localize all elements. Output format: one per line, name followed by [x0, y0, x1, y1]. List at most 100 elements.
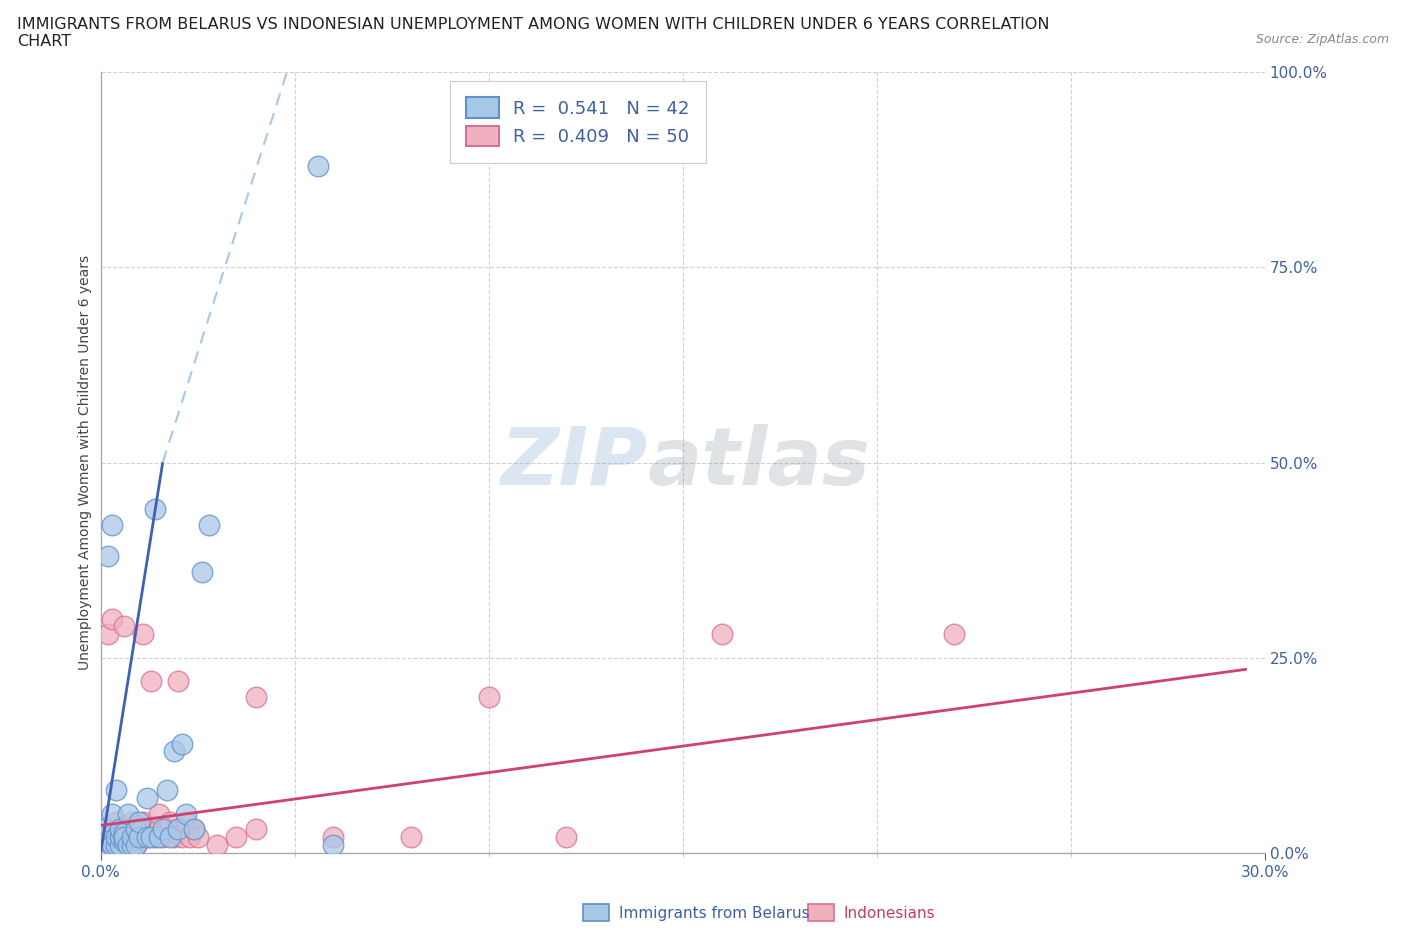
Point	[132, 627, 155, 642]
Point	[112, 830, 135, 844]
Point	[97, 830, 120, 844]
Point	[112, 826, 135, 841]
Point	[172, 830, 194, 844]
Point	[105, 838, 128, 853]
Point	[710, 627, 733, 642]
Point	[399, 830, 422, 844]
Point	[152, 830, 174, 844]
FancyBboxPatch shape	[808, 904, 834, 921]
Point	[105, 830, 128, 844]
Point	[93, 838, 115, 853]
Point	[128, 814, 150, 829]
Point	[167, 673, 190, 688]
Point	[172, 737, 194, 751]
Point	[187, 830, 209, 844]
Point	[128, 830, 150, 844]
Point	[183, 822, 205, 837]
Point	[943, 627, 966, 642]
Point	[478, 689, 501, 704]
Point	[101, 806, 124, 821]
Point	[555, 830, 578, 844]
Point	[139, 673, 162, 688]
Legend: R =  0.541   N = 42, R =  0.409   N = 50: R = 0.541 N = 42, R = 0.409 N = 50	[450, 81, 706, 163]
Point	[152, 822, 174, 837]
Point	[139, 830, 162, 844]
Point	[101, 611, 124, 626]
Point	[97, 838, 120, 853]
Point	[112, 619, 135, 634]
Text: Immigrants from Belarus: Immigrants from Belarus	[619, 906, 810, 921]
Point	[93, 822, 115, 837]
Point	[124, 822, 146, 837]
Point	[124, 838, 146, 853]
Point	[112, 822, 135, 837]
Point	[105, 814, 128, 829]
Point	[143, 502, 166, 517]
Point	[121, 830, 143, 844]
Point	[108, 822, 131, 837]
FancyBboxPatch shape	[583, 904, 609, 921]
Point	[121, 838, 143, 853]
Point	[322, 830, 344, 844]
Point	[97, 549, 120, 564]
Point	[155, 822, 177, 837]
Point	[108, 830, 131, 844]
Text: Source: ZipAtlas.com: Source: ZipAtlas.com	[1256, 33, 1389, 46]
Point	[163, 744, 186, 759]
Point	[124, 822, 146, 837]
Point	[139, 822, 162, 837]
Point	[105, 783, 128, 798]
Text: atlas: atlas	[648, 423, 870, 501]
Point	[205, 838, 228, 853]
Y-axis label: Unemployment Among Women with Children Under 6 years: Unemployment Among Women with Children U…	[79, 255, 93, 670]
Text: IMMIGRANTS FROM BELARUS VS INDONESIAN UNEMPLOYMENT AMONG WOMEN WITH CHILDREN UND: IMMIGRANTS FROM BELARUS VS INDONESIAN UN…	[17, 17, 1049, 32]
Point	[112, 838, 135, 853]
Point	[167, 822, 190, 837]
Point	[225, 830, 247, 844]
Point	[307, 158, 329, 173]
Point	[155, 783, 177, 798]
Point	[136, 830, 159, 844]
Point	[108, 830, 131, 844]
Point	[322, 838, 344, 853]
Point	[132, 814, 155, 829]
Point	[117, 838, 139, 853]
Point	[136, 790, 159, 805]
Point	[148, 830, 170, 844]
Point	[159, 814, 181, 829]
Point	[183, 822, 205, 837]
Point	[101, 838, 124, 853]
Point	[128, 830, 150, 844]
Text: ZIP: ZIP	[501, 423, 648, 501]
Point	[174, 806, 197, 821]
Point	[245, 689, 267, 704]
Point	[174, 814, 197, 829]
Point	[121, 830, 143, 844]
Point	[93, 822, 115, 837]
Point	[136, 830, 159, 844]
Point	[117, 806, 139, 821]
Point	[121, 814, 143, 829]
Point	[163, 830, 186, 844]
Point	[97, 833, 120, 848]
Point	[143, 830, 166, 844]
Point	[101, 517, 124, 532]
Point	[198, 517, 221, 532]
Point	[108, 838, 131, 853]
Point	[105, 830, 128, 844]
Point	[159, 830, 181, 844]
Point	[101, 822, 124, 837]
Point	[124, 838, 146, 853]
Point	[117, 830, 139, 844]
Point	[108, 838, 131, 853]
Point	[148, 806, 170, 821]
Point	[93, 830, 115, 844]
Point	[101, 838, 124, 853]
Point	[179, 830, 201, 844]
Point	[190, 565, 212, 579]
Point	[112, 833, 135, 848]
Point	[93, 830, 115, 844]
Text: Indonesians: Indonesians	[844, 906, 935, 921]
Point	[97, 627, 120, 642]
Point	[167, 822, 190, 837]
